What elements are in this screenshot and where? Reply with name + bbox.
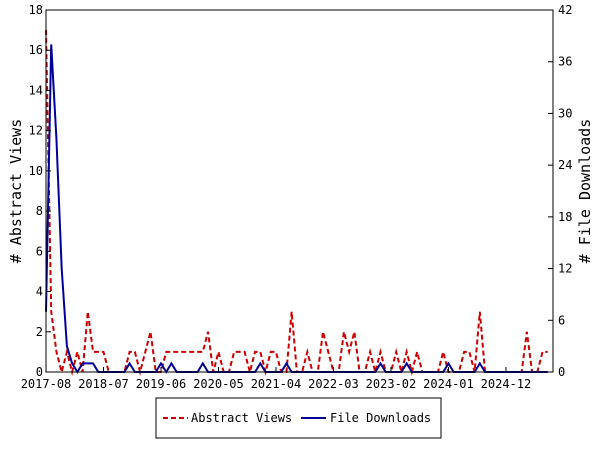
legend-label-abstract-views: Abstract Views xyxy=(191,411,292,425)
right-tick-label: 42 xyxy=(558,3,572,17)
x-tick-label: 2024-12 xyxy=(481,377,532,391)
plot-frame xyxy=(45,9,554,373)
right-tick-label: 30 xyxy=(558,106,572,120)
left-tick-label: 12 xyxy=(29,124,43,138)
right-tick-label: 12 xyxy=(558,262,572,276)
x-axis: 2017-08 2018-07 2019-06 2020-05 2021-04 2022-… xyxy=(21,367,532,391)
right-tick-label: 18 xyxy=(558,210,572,224)
left-tick-label: 2 xyxy=(36,325,43,339)
right-axis: 0 6 12 18 24 30 36 42 xyxy=(548,3,572,379)
right-tick-label: 6 xyxy=(558,313,565,327)
right-tick-label: 36 xyxy=(558,55,572,69)
left-tick-label: 6 xyxy=(36,244,43,258)
left-tick-label: 10 xyxy=(29,164,43,178)
left-tick-label: 0 xyxy=(36,365,43,379)
legend: Abstract Views File Downloads xyxy=(155,397,442,439)
x-tick-label: 2018-07 xyxy=(78,377,129,391)
x-tick-label: 2020-05 xyxy=(193,377,244,391)
left-axis-title: # Abstract Views xyxy=(7,119,25,264)
left-tick-label: 4 xyxy=(36,285,43,299)
left-tick-label: 14 xyxy=(29,83,43,97)
left-tick-label: 8 xyxy=(36,204,43,218)
left-tick-label: 18 xyxy=(29,3,43,17)
x-tick-label: 2024-01 xyxy=(423,377,474,391)
x-tick-label: 2023-02 xyxy=(366,377,417,391)
legend-box xyxy=(155,397,442,439)
x-tick-label: 2022-03 xyxy=(308,377,359,391)
right-tick-label: 0 xyxy=(558,365,565,379)
right-tick-label: 24 xyxy=(558,158,572,172)
x-tick-label: 2021-04 xyxy=(251,377,302,391)
x-tick-label: 2017-08 xyxy=(21,377,72,391)
left-tick-label: 16 xyxy=(29,43,43,57)
legend-label-file-downloads: File Downloads xyxy=(330,411,431,425)
right-axis-title: # File Downloads xyxy=(576,119,594,264)
x-tick-label: 2019-06 xyxy=(136,377,187,391)
left-axis: 0 2 4 6 8 10 12 14 16 18 xyxy=(29,3,51,379)
